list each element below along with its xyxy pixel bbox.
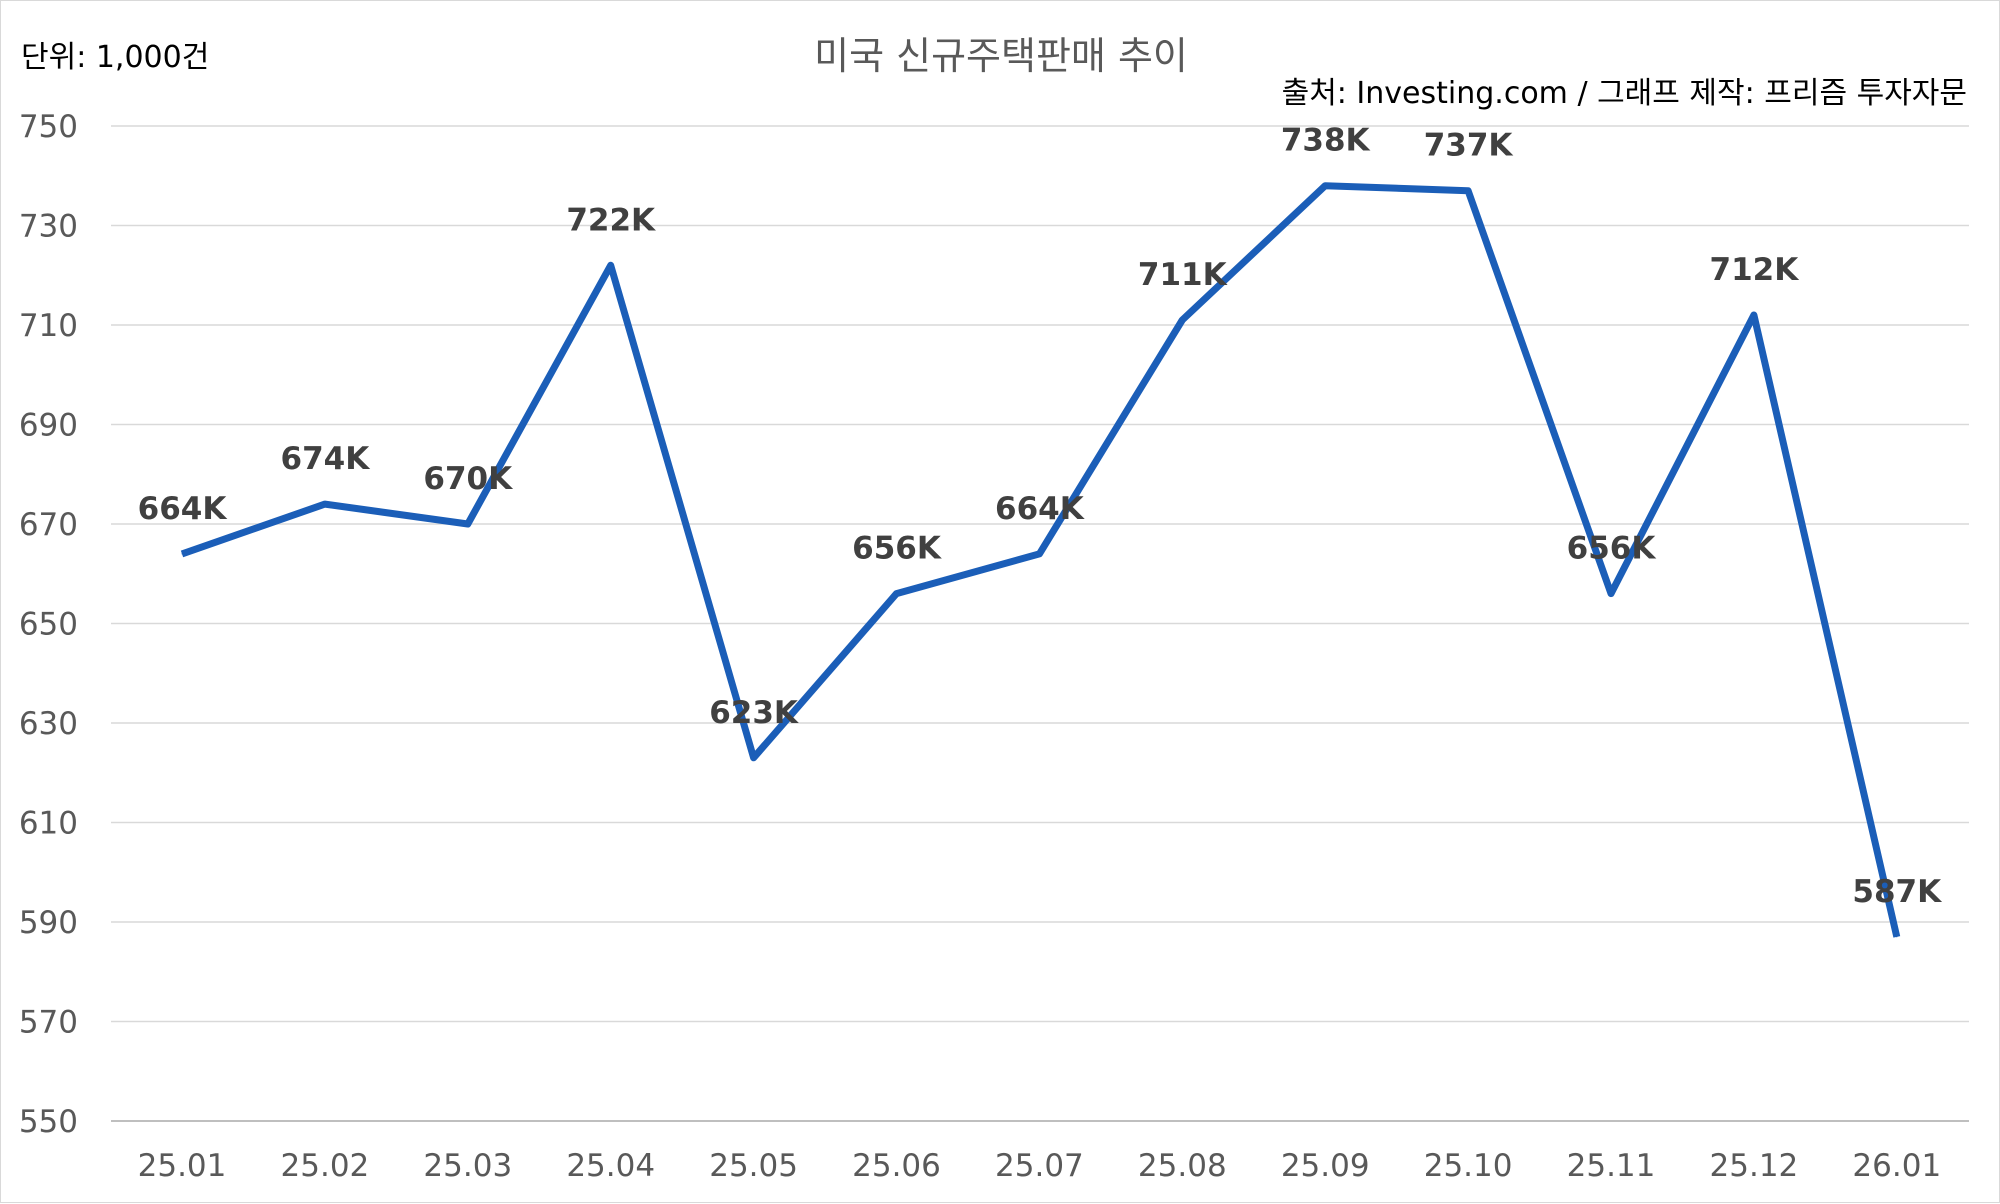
x-tick-label: 25.05 [709, 1148, 798, 1184]
x-tick-label: 25.04 [566, 1148, 655, 1184]
data-point [1467, 190, 1469, 192]
source-label: 출처: Investing.com / 그래프 제작: 프리즘 투자자문 [1282, 76, 1967, 111]
y-tick-label: 710 [19, 308, 78, 344]
unit-label: 단위: 1,000건 [21, 40, 209, 75]
data-point [1181, 319, 1183, 321]
data-label: 737K [1424, 128, 1514, 164]
x-tick-label: 25.10 [1424, 1148, 1513, 1184]
y-tick-label: 550 [19, 1104, 78, 1140]
data-label: 656K [1567, 531, 1657, 567]
y-axis-ticks: 550 570 590 610 630 650 670 690 710 730 750 [19, 109, 78, 1140]
x-tick-label: 25.03 [423, 1148, 512, 1184]
data-point [1324, 185, 1326, 187]
data-label: 623K [709, 695, 799, 731]
series-layer [180, 182, 1901, 938]
data-label: 712K [1710, 252, 1800, 288]
data-label: 722K [566, 202, 656, 238]
data-point [753, 757, 755, 759]
data-label: 664K [995, 491, 1085, 527]
data-point [896, 593, 897, 595]
y-tick-label: 730 [19, 209, 78, 245]
y-tick-label: 630 [19, 706, 78, 742]
data-label: 670K [423, 461, 513, 497]
data-point [181, 553, 183, 555]
x-tick-label: 26.01 [1852, 1148, 1941, 1184]
x-axis-ticks: 25.01 25.02 25.03 25.04 25.05 25.06 25.07 25.08… [138, 1148, 1942, 1184]
y-tick-label: 670 [19, 507, 78, 543]
x-tick-label: 25.11 [1567, 1148, 1656, 1184]
data-label: 664K [138, 491, 228, 527]
chart-title: 미국 신규주택판매 추이 [814, 34, 1188, 78]
x-tick-label: 25.02 [281, 1148, 370, 1184]
data-point [1753, 314, 1755, 316]
y-tick-label: 590 [19, 905, 78, 941]
y-tick-label: 750 [19, 109, 78, 145]
y-tick-label: 650 [19, 607, 78, 643]
y-tick-label: 610 [19, 806, 78, 842]
data-point [324, 503, 326, 505]
data-labels: 664K 674K 670K 722K 623K 656K 664K 711K 738K 737K… [138, 123, 1943, 910]
data-point [1038, 553, 1040, 555]
data-label: 738K [1281, 123, 1371, 159]
data-label: 711K [1138, 257, 1228, 293]
x-tick-label: 25.06 [852, 1148, 941, 1184]
x-tick-label: 25.01 [138, 1148, 227, 1184]
data-label: 656K [852, 531, 942, 567]
data-point [1610, 593, 1612, 595]
x-tick-label: 25.09 [1281, 1148, 1370, 1184]
x-tick-label: 25.08 [1138, 1148, 1227, 1184]
data-label: 587K [1852, 874, 1942, 910]
gridlines [111, 125, 1969, 1122]
data-point [1896, 936, 1898, 938]
data-point [610, 264, 612, 266]
y-tick-label: 570 [19, 1005, 78, 1041]
data-point [467, 523, 469, 525]
y-tick-label: 690 [19, 408, 78, 444]
x-tick-label: 25.12 [1710, 1148, 1799, 1184]
data-label: 674K [281, 441, 371, 477]
x-tick-label: 25.07 [995, 1148, 1084, 1184]
